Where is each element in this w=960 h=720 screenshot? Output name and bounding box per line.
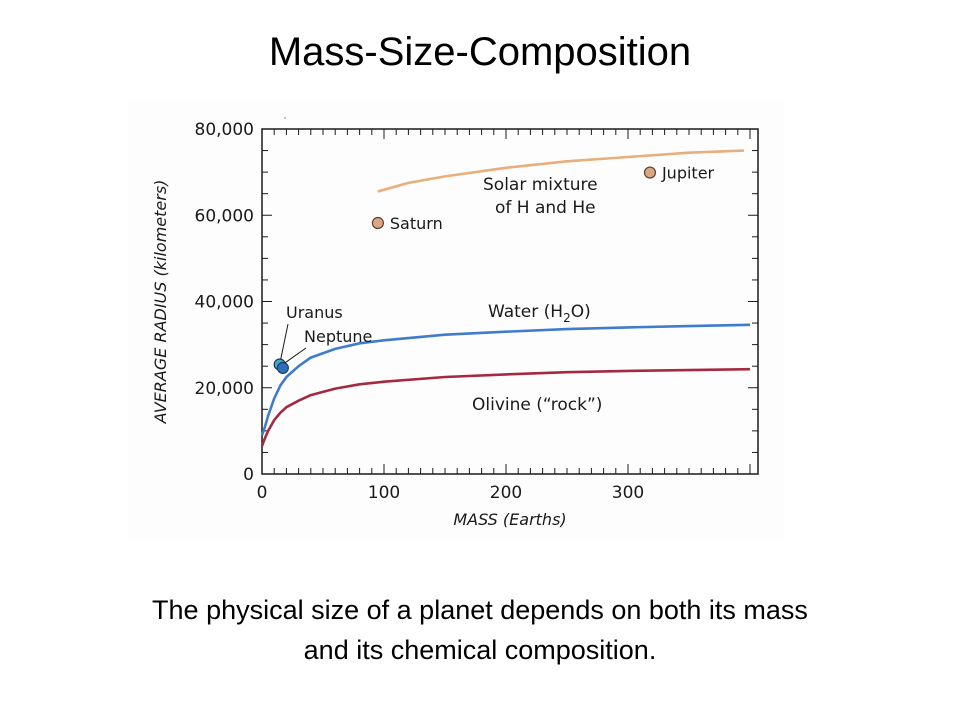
planet-marker-neptune (276, 361, 289, 375)
series-label-solar-line1: Solar mixture (483, 175, 598, 195)
slide-caption: The physical size of a planet depends on… (80, 590, 880, 670)
chart-panel: 0 100 200 300 0 20,000 40,000 60,000 80,000 MASS … (128, 100, 784, 540)
series-label-water: Water (H2O) (488, 302, 591, 325)
y-tick-label: 0 (243, 465, 254, 485)
planet-marker-jupiter (643, 166, 657, 179)
mass-radius-chart: 0 100 200 300 0 20,000 40,000 60,000 80,000 MASS … (151, 117, 759, 529)
y-axis-title: AVERAGE RADIUS (kilometers) (151, 180, 170, 425)
caption-line-2: and its chemical composition. (303, 635, 657, 665)
planet-label-neptune: Neptune (304, 327, 372, 346)
series-label-solar-line2: of H and He (495, 198, 596, 218)
planet-label-jupiter: Jupiter (661, 164, 715, 183)
series-label-olivine: Olivine (“rock”) (472, 395, 602, 415)
x-axis-title: MASS (Earths) (453, 510, 566, 529)
y-tick-label: 60,000 (195, 206, 254, 226)
series-line (377, 149, 744, 193)
planet-marker-saturn (371, 216, 384, 230)
series-line (260, 367, 751, 447)
leader-line-neptune (284, 347, 307, 364)
x-tick-label: 0 (257, 483, 268, 503)
series-line (260, 323, 751, 436)
slide-title: Mass-Size-Composition (268, 30, 692, 74)
y-tick-label: 40,000 (195, 293, 254, 313)
y-tick-label: 80,000 (195, 120, 254, 140)
caption-line-1: The physical size of a planet depends on… (152, 595, 808, 625)
planet-label-saturn: Saturn (390, 214, 443, 233)
x-tick-label: 200 (490, 483, 522, 503)
leader-line-uranus (280, 323, 289, 360)
planet-label-uranus: Uranus (286, 303, 343, 322)
x-tick-label: 100 (368, 483, 400, 503)
x-tick-label: 300 (612, 483, 644, 503)
y-tick-label: 20,000 (195, 379, 254, 399)
